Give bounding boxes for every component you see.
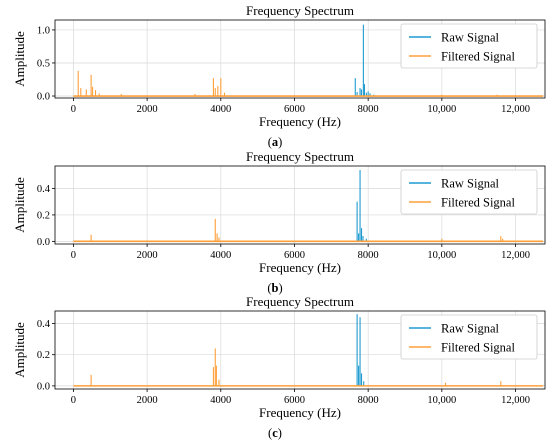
legend-box	[400, 314, 538, 360]
legend: Raw Signal Filtered Signal	[400, 169, 538, 215]
legend-label: Filtered Signal	[441, 196, 515, 210]
x-axis-label: Frequency (Hz)	[259, 114, 341, 129]
x-tick-label: 0	[71, 395, 76, 406]
x-tick-label: 12,000	[501, 104, 530, 115]
y-axis-label: Amplitude	[12, 322, 27, 378]
chart-title: Frequency Spectrum	[246, 149, 354, 164]
x-tick-label: 6000	[284, 395, 305, 406]
series-raw-signal	[356, 314, 365, 386]
y-axis-label: Amplitude	[12, 31, 27, 87]
y-axis-label: Amplitude	[12, 177, 27, 233]
x-tick-label: 0	[71, 250, 76, 261]
y-tick-label: 1.0	[37, 25, 50, 36]
x-tick-label: 12,000	[501, 395, 530, 406]
legend-box	[400, 23, 538, 69]
x-tick-label: 8000	[358, 250, 379, 261]
x-tick-label: 4000	[210, 250, 231, 261]
x-axis-label: Frequency (Hz)	[259, 405, 341, 420]
legend-label: Raw Signal	[441, 322, 500, 336]
legend: Raw Signal Filtered Signal	[400, 314, 538, 360]
plot-frame	[54, 310, 546, 390]
legend-label: Raw Signal	[441, 177, 500, 191]
chart-title: Frequency Spectrum	[246, 294, 354, 309]
y-tick-label: 0.4	[37, 184, 51, 195]
chart-panel-a: Frequency Spectrum 0 2000 4000 6000 8000 10,00…	[12, 3, 546, 149]
y-tick-label: 0.4	[37, 319, 51, 330]
x-tick-label: 0	[71, 104, 76, 115]
x-tick-label: 6000	[284, 104, 305, 115]
series-filtered-signal	[73, 348, 544, 387]
y-tick-label: 0.2	[37, 210, 50, 221]
x-tick-label: 10,000	[427, 104, 456, 115]
chart-title: Frequency Spectrum	[246, 3, 354, 18]
legend-label: Filtered Signal	[441, 341, 515, 355]
legend-label: Raw Signal	[441, 31, 500, 45]
x-tick-label: 6000	[284, 250, 305, 261]
y-tick-label: 0.0	[37, 237, 50, 248]
x-tick-label: 8000	[358, 104, 379, 115]
panel-caption: (c)	[268, 426, 282, 440]
panel-caption: (b)	[267, 281, 282, 295]
legend-box	[400, 169, 538, 215]
y-tick-label: 0.5	[37, 58, 50, 69]
legend-label: Filtered Signal	[441, 50, 515, 64]
x-tick-label: 2000	[137, 395, 158, 406]
x-tick-label: 4000	[210, 104, 231, 115]
plot-frame	[54, 165, 546, 245]
chart-panel-c: Frequency Spectrum 0 2000 4000 6000 8000 10,00…	[12, 294, 546, 440]
x-axis-label: Frequency (Hz)	[259, 260, 341, 275]
x-tick-label: 10,000	[427, 395, 456, 406]
series-filtered-signal	[73, 70, 544, 97]
plot-frame	[54, 19, 546, 99]
series-raw-signal	[356, 169, 367, 242]
panel-caption: (a)	[268, 135, 283, 149]
x-tick-label: 8000	[358, 395, 379, 406]
y-tick-label: 0.0	[37, 92, 50, 103]
x-tick-label: 12,000	[501, 250, 530, 261]
x-tick-label: 2000	[137, 250, 158, 261]
x-tick-label: 2000	[137, 104, 158, 115]
y-tick-label: 0.0	[37, 381, 50, 392]
series-filtered-signal	[73, 218, 544, 243]
series-raw-signal	[354, 24, 375, 97]
chart-panel-b: Frequency Spectrum 0 2000 4000 6000 8000 10,00…	[12, 149, 546, 295]
legend: Raw Signal Filtered Signal	[400, 23, 538, 69]
x-tick-label: 10,000	[427, 250, 456, 261]
x-tick-label: 4000	[210, 395, 231, 406]
y-tick-label: 0.2	[37, 350, 50, 361]
